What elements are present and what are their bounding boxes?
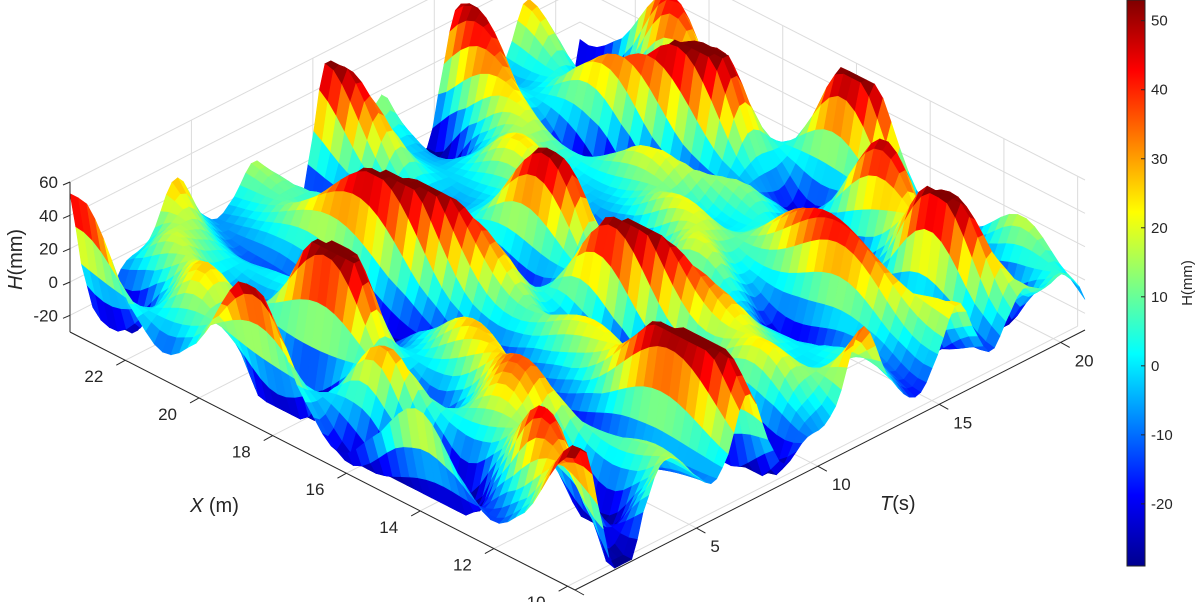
grid-line: [69, 0, 1086, 250]
surface-patch: [657, 0, 668, 6]
grid-line: [69, 0, 1086, 216]
grid-line: [567, 325, 1078, 587]
grid-line: [69, 0, 1086, 183]
surface-plot: [69, 0, 1086, 569]
